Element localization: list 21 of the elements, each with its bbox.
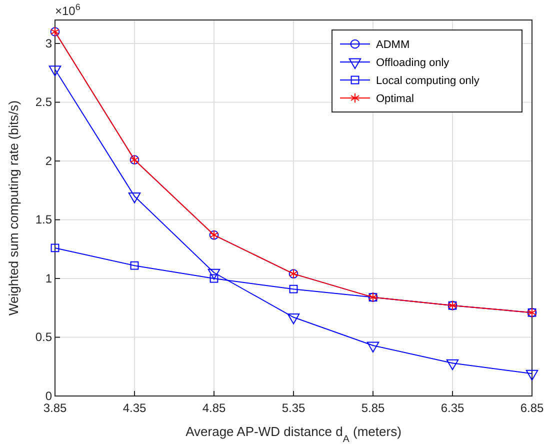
x-tick-label: 4.85 (202, 401, 226, 416)
y-tick-label: 2 (45, 154, 52, 168)
x-tick-label: 6.85 (520, 401, 544, 416)
legend-label: Optimal (376, 93, 414, 105)
legend-label: Local computing only (376, 75, 480, 87)
y-axis-title: Weighted sum computing rate (bits/s) (6, 100, 21, 316)
x-axis-title: Average AP-WD distance d$_{A}$ (meters) (186, 424, 402, 444)
x-tick-label: 4.35 (122, 401, 146, 416)
y-tick-label: 2.5 (35, 95, 52, 110)
y-tick-label: 1.5 (35, 212, 52, 227)
x-tick-label: 5.35 (282, 401, 306, 416)
text: ×10$^{6}$ (55, 2, 80, 18)
x-tick-label: 6.35 (440, 401, 464, 416)
y-tick-label: 0 (45, 388, 52, 403)
legend-label: ADMM (376, 39, 410, 51)
y-tick-label: 0.5 (35, 330, 52, 344)
x-tick-label: 3.85 (43, 401, 67, 416)
legend-label: Offloading only (376, 57, 450, 69)
y-tick-label: 1 (45, 271, 52, 286)
y-tick-label: 3 (45, 36, 52, 50)
x-tick-label: 5.85 (361, 401, 385, 416)
